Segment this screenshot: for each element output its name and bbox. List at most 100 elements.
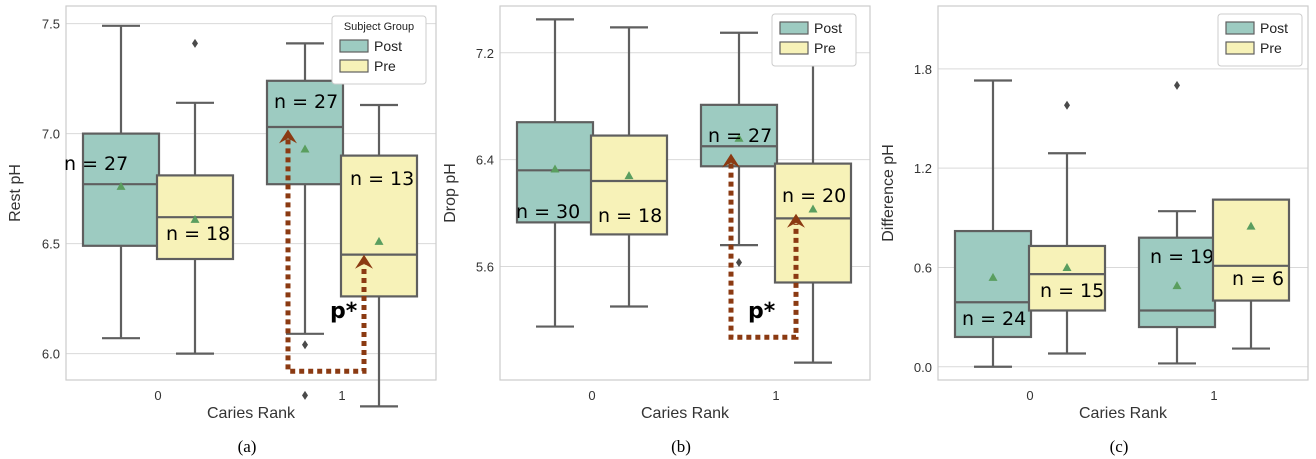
y-tick-label: 7.5 bbox=[42, 17, 60, 32]
sample-size-label: n = 6 bbox=[1232, 268, 1284, 290]
outlier-point bbox=[192, 38, 198, 48]
box-post-rank-1: n = 27 bbox=[699, 31, 779, 267]
legend-swatch bbox=[339, 39, 369, 53]
legend-label: Pre bbox=[374, 58, 396, 74]
box-post-rank-0: n = 30 bbox=[515, 18, 595, 328]
box-iqr bbox=[339, 154, 419, 298]
significance-annotation: p* bbox=[279, 129, 373, 374]
significance-annotation: p* bbox=[722, 153, 805, 340]
box-iqr bbox=[1211, 198, 1291, 302]
plot-frame bbox=[499, 5, 871, 381]
box-pre-rank-1: n = 6 bbox=[1211, 198, 1291, 350]
y-axis-label: Drop pH bbox=[442, 163, 459, 223]
outlier-point bbox=[736, 257, 742, 267]
sample-size-label: n = 18 bbox=[166, 223, 230, 245]
mean-marker bbox=[1172, 281, 1182, 290]
legend: Subject Group Post Pre bbox=[331, 15, 427, 85]
mean-marker bbox=[550, 164, 560, 173]
box-pre-rank-0: n = 15 bbox=[1027, 100, 1107, 355]
legend-swatch bbox=[1225, 41, 1255, 55]
x-axis-label: Caries Rank bbox=[207, 405, 296, 422]
mean-marker bbox=[988, 272, 998, 281]
outlier-point bbox=[1174, 80, 1180, 90]
outlier-point bbox=[302, 390, 308, 400]
y-tick-label: 5.6 bbox=[476, 259, 494, 274]
box-post-rank-0: n = 24 bbox=[953, 79, 1033, 368]
sample-size-label: n = 27 bbox=[708, 125, 772, 147]
box-pre-rank-1: n = 20 bbox=[773, 32, 853, 364]
legend-title: Subject Group bbox=[344, 21, 414, 33]
mean-marker bbox=[300, 144, 310, 153]
sample-size-label: n = 27 bbox=[274, 91, 338, 113]
x-tick-label: 1 bbox=[338, 388, 345, 403]
legend-swatch bbox=[1225, 21, 1255, 35]
box-pre-rank-0: n = 18 bbox=[155, 38, 235, 355]
mean-marker bbox=[374, 236, 384, 245]
chart-panel: 5.6 6.4 7.2 0 1 Caries Rank Drop pH n = 30 n = 1… bbox=[442, 5, 871, 456]
mean-marker bbox=[1246, 221, 1256, 230]
plot-frame bbox=[937, 5, 1309, 381]
x-tick-label: 1 bbox=[1210, 388, 1217, 403]
mean-marker bbox=[808, 204, 818, 213]
box-post-rank-0: n = 27 bbox=[64, 24, 161, 340]
y-axis-label: Difference pH bbox=[880, 144, 897, 242]
mean-marker bbox=[190, 214, 200, 223]
arrow-head bbox=[722, 153, 740, 168]
arrow-head bbox=[279, 129, 297, 144]
box-post-rank-1: n = 19 bbox=[1137, 80, 1217, 365]
sample-size-label: n = 27 bbox=[64, 153, 128, 175]
x-axis-label: Caries Rank bbox=[641, 405, 730, 422]
box-iqr bbox=[953, 229, 1033, 339]
mean-marker bbox=[116, 181, 126, 190]
outlier-point bbox=[1064, 100, 1070, 110]
y-tick-label: 0.6 bbox=[914, 260, 932, 275]
y-axis-label: Rest pH bbox=[7, 164, 24, 222]
mean-marker bbox=[1062, 262, 1072, 271]
box-pre-rank-0: n = 18 bbox=[589, 26, 669, 308]
box-pre-rank-1: n = 13 bbox=[339, 103, 419, 408]
y-tick-label: 6.4 bbox=[476, 153, 494, 168]
box-iqr bbox=[589, 134, 669, 236]
panel-caption: (b) bbox=[671, 437, 691, 456]
sample-size-label: n = 15 bbox=[1040, 280, 1104, 302]
legend-label: Post bbox=[374, 38, 402, 54]
box-post-rank-1: n = 27 bbox=[265, 42, 345, 400]
outlier-point bbox=[302, 340, 308, 350]
plot-frame bbox=[65, 5, 437, 381]
chart-panel: 6.0 6.5 7.0 7.5 0 1 Caries Rank Rest pH n = 27 n … bbox=[7, 5, 437, 456]
legend: Post Pre bbox=[1217, 13, 1303, 67]
arrow-head bbox=[355, 254, 373, 269]
mean-marker bbox=[734, 133, 744, 142]
y-tick-label: 7.0 bbox=[42, 127, 60, 142]
chart-panel: 0.0 0.6 1.2 1.8 0 1 Caries Rank Difference pH n … bbox=[880, 5, 1309, 456]
x-axis-label: Caries Rank bbox=[1079, 405, 1168, 422]
x-tick-label: 0 bbox=[588, 388, 595, 403]
y-tick-label: 6.0 bbox=[42, 347, 60, 362]
mean-marker bbox=[624, 171, 634, 180]
legend-swatch bbox=[339, 59, 369, 73]
p-value-label: p* bbox=[748, 299, 776, 324]
legend-label: Post bbox=[1260, 20, 1288, 36]
legend-label: Pre bbox=[1260, 40, 1282, 56]
y-tick-label: 7.2 bbox=[476, 46, 494, 61]
legend-swatch bbox=[779, 21, 809, 35]
arrow-head bbox=[787, 213, 805, 228]
p-value-label: p* bbox=[330, 299, 358, 324]
box-iqr bbox=[1027, 244, 1107, 312]
panel-caption: (a) bbox=[238, 437, 257, 456]
sample-size-label: n = 30 bbox=[516, 201, 580, 223]
x-tick-label: 1 bbox=[772, 388, 779, 403]
x-tick-label: 0 bbox=[154, 388, 161, 403]
sample-size-label: n = 19 bbox=[1150, 246, 1214, 268]
legend-label: Post bbox=[814, 20, 842, 36]
legend-swatch bbox=[779, 41, 809, 55]
x-tick-label: 0 bbox=[1026, 388, 1033, 403]
y-tick-label: 0.0 bbox=[914, 360, 932, 375]
sample-size-label: n = 13 bbox=[350, 168, 414, 190]
y-tick-label: 1.2 bbox=[914, 161, 932, 176]
panel-caption: (c) bbox=[1110, 437, 1129, 456]
legend: Post Pre bbox=[771, 13, 857, 67]
sample-size-label: n = 24 bbox=[962, 308, 1026, 330]
y-tick-label: 6.5 bbox=[42, 237, 60, 252]
